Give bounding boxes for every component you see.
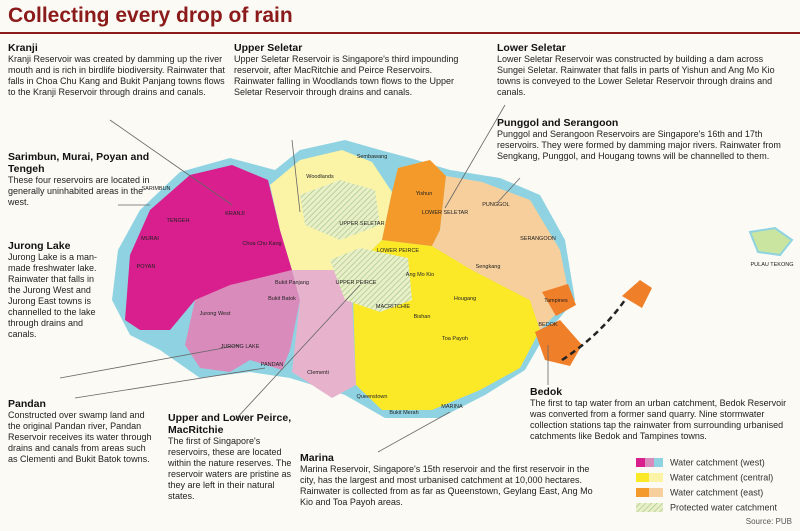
map-label: SERANGOON <box>520 236 556 242</box>
annotation-body: These four reservoirs are located in gen… <box>8 175 150 207</box>
map-label: BEDOK <box>538 322 558 328</box>
legend-label: Protected water catchment <box>670 502 778 512</box>
annotation-heading: Lower Seletar <box>497 42 566 54</box>
map-label: PANDAN <box>261 362 284 368</box>
map-label: Hougang <box>454 296 476 302</box>
annotation-heading: Jurong Lake <box>8 240 71 252</box>
annotation: Punggol and Serangoon Punggol and Serango… <box>497 117 793 162</box>
map-label: Choa Chu Kang <box>242 241 281 247</box>
annotation-heading: Sarimbun, Murai, Poyan and Tengeh <box>8 151 150 175</box>
map-label: Tampines <box>544 298 568 304</box>
map-label: Clementi <box>307 370 329 376</box>
annotation-body: Marina Reservoir, Singapore's 15th reser… <box>300 464 593 507</box>
annotation-heading: Punggol and Serangoon <box>497 117 619 129</box>
annotation: Upper and Lower Peirce, MacRitchie The fi… <box>168 412 293 502</box>
map-label: KRANJI <box>225 211 245 217</box>
leader-lines <box>59 104 549 453</box>
annotation-heading: Kranji <box>8 42 38 54</box>
legend-label: Water catchment (west) <box>670 457 765 467</box>
map-label: MURAI <box>141 236 159 242</box>
map-labels: KRANJI SARIMBUN TENGEH POYAN MURAI Juron… <box>137 154 794 416</box>
annotation-heading: Bedok <box>530 386 563 398</box>
annotation-heading: Upper and Lower Peirce, MacRitchie <box>168 412 292 436</box>
annotation-body: The first of Singapore's reservoirs, the… <box>168 436 292 501</box>
annotation: Pandan Constructed over swamp land and th… <box>8 398 156 465</box>
map-label: Yishun <box>416 191 433 197</box>
annotation-body: The first to tap water from an urban cat… <box>530 398 787 441</box>
map-label: Jurong West <box>200 311 231 317</box>
map-label: UPPER PEIRCE <box>336 280 377 286</box>
title: Collecting every drop of rain <box>8 4 293 27</box>
annotation-body: Lower Seletar Reservoir was constructed … <box>497 54 775 97</box>
annotation: Jurong Lake Jurong Lake is a man-made fre… <box>8 240 104 340</box>
annotation-heading: Upper Seletar <box>234 42 303 54</box>
map-label: Sengkang <box>476 264 501 270</box>
map-label: Toa Payoh <box>442 336 468 342</box>
map-label: Ang Mo Kio <box>406 272 434 278</box>
map-label: UPPER SELETAR <box>339 221 384 227</box>
map-label: Bukit Panjang <box>275 280 309 286</box>
map-label: PUNGGOL <box>482 202 510 208</box>
map-label: MARINA <box>441 404 463 410</box>
source: Source: PUB <box>746 517 792 526</box>
map-label: JURONG LAKE <box>221 344 260 350</box>
annotation-heading: Pandan <box>8 398 46 410</box>
map-label: Sembawang <box>357 154 388 160</box>
map-label: Bukit Batok <box>268 296 296 302</box>
annotation-body: Kranji Reservoir was created by damming … <box>8 54 225 97</box>
annotation: Sarimbun, Murai, Poyan and Tengeh These f… <box>8 151 158 208</box>
map-label: Woodlands <box>306 174 334 180</box>
map-label: LOWER PEIRCE <box>377 248 420 254</box>
island <box>112 140 794 418</box>
annotation: Bedok The first to tap water from an urba… <box>530 386 792 442</box>
map-label: Queenstown <box>357 394 388 400</box>
map-label: POYAN <box>137 264 156 270</box>
annotation-body: Upper Seletar Reservoir is Singapore's t… <box>234 54 459 97</box>
map-label: PULAU TEKONG <box>751 262 794 268</box>
map-label: Bishan <box>414 314 431 320</box>
annotation: Kranji Kranji Reservoir was created by da… <box>8 42 230 98</box>
legend: Water catchment (west) Water catchment (… <box>636 457 778 512</box>
annotation-body: Punggol and Serangoon Reservoirs are Sin… <box>497 129 781 161</box>
annotation-heading: Marina <box>300 452 334 464</box>
legend-label: Water catchment (east) <box>670 487 763 497</box>
map-label: TENGEH <box>167 218 190 224</box>
annotation-body: Jurong Lake is a man-made freshwater lak… <box>8 252 98 339</box>
annotation-body: Constructed over swamp land and the orig… <box>8 410 152 464</box>
annotation: Marina Marina Reservoir, Singapore's 15th… <box>300 452 600 508</box>
map-label: LOWER SELETAR <box>422 210 468 216</box>
map-label: MACRITCHIE <box>376 304 411 310</box>
map-label: Bukit Merah <box>389 410 418 416</box>
annotation: Upper Seletar Upper Seletar Reservoir is … <box>234 42 474 98</box>
map-label: SARIMBUN <box>141 186 170 192</box>
legend-label: Water catchment (central) <box>670 472 773 482</box>
annotation: Lower Seletar Lower Seletar Reservoir was… <box>497 42 793 98</box>
